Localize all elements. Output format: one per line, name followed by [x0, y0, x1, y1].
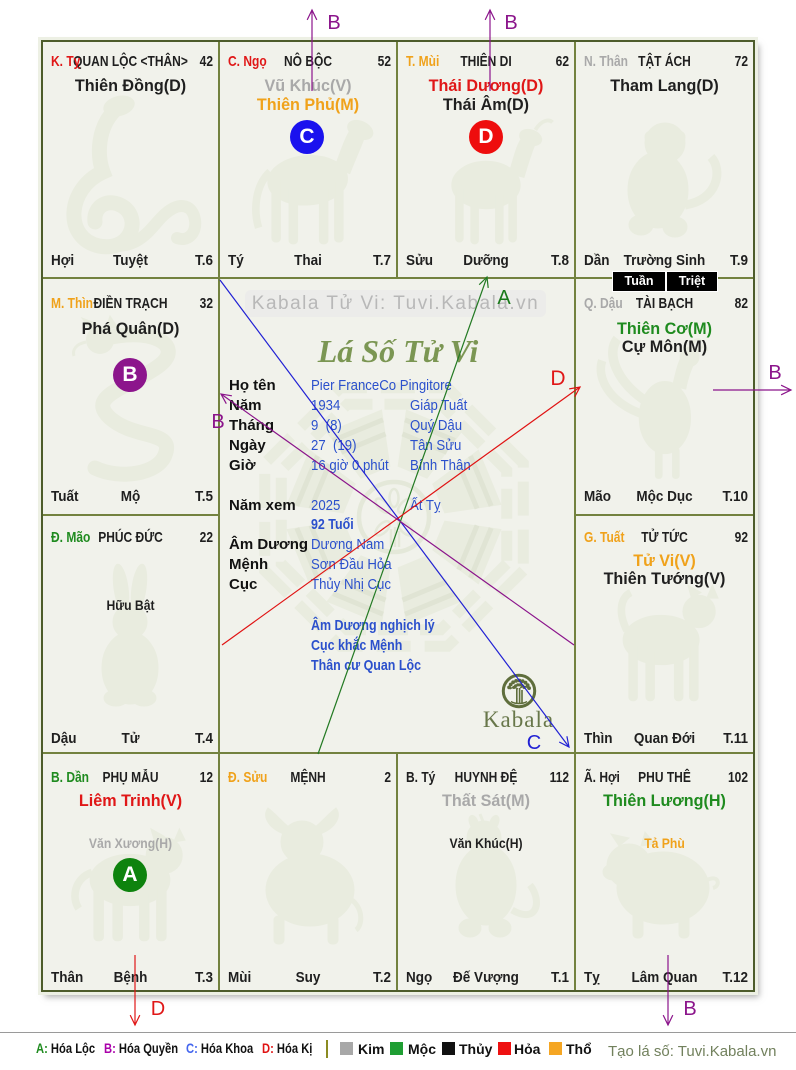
svg-text:A: A	[497, 287, 511, 309]
svg-text:B: B	[683, 998, 696, 1020]
svg-text:C: C	[527, 732, 541, 754]
svg-text:B: B	[327, 12, 340, 34]
svg-text:B: B	[504, 12, 517, 34]
svg-text:B: B	[768, 362, 781, 384]
svg-text:D: D	[151, 998, 165, 1020]
svg-text:B: B	[211, 411, 224, 433]
svg-text:D: D	[550, 367, 565, 390]
